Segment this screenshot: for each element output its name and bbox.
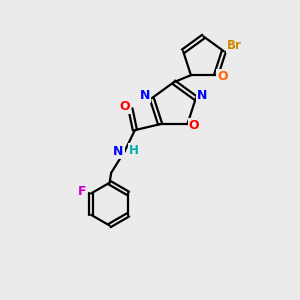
Text: N: N	[140, 89, 150, 102]
Text: O: O	[120, 100, 130, 113]
Text: Br: Br	[227, 39, 242, 52]
Text: O: O	[189, 119, 199, 132]
Text: N: N	[113, 145, 124, 158]
Text: N: N	[197, 89, 208, 102]
Text: H: H	[129, 144, 139, 157]
Text: F: F	[78, 185, 86, 198]
Text: O: O	[217, 70, 228, 83]
